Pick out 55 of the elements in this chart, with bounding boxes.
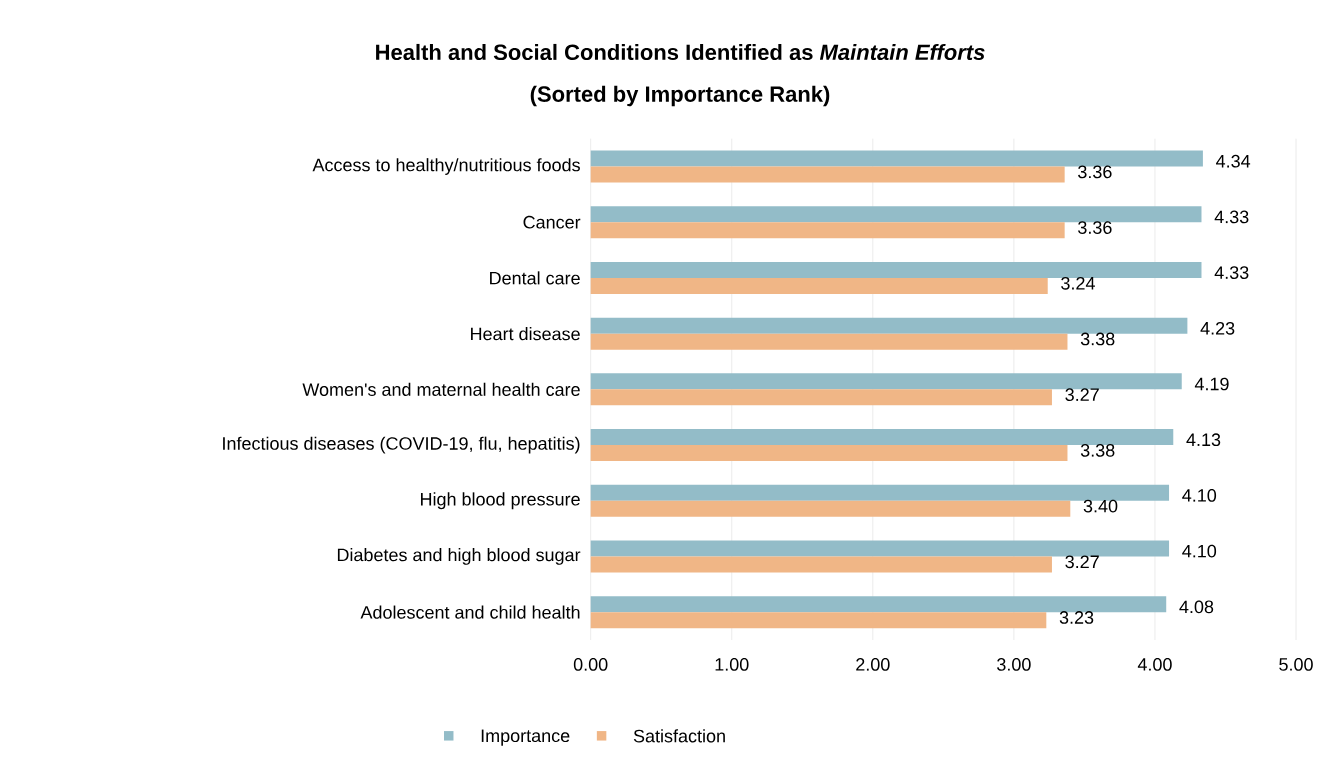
bar [590, 484, 1170, 501]
data-label: 4.13 [1186, 433, 1221, 447]
data-label: 4.10 [1182, 489, 1217, 502]
legend-label: Satisfaction [633, 729, 725, 743]
data-label: 3.27 [1065, 388, 1099, 402]
bar [590, 500, 1071, 517]
data-label: 3.24 [1061, 276, 1095, 290]
y-tick-label: Cancer [523, 215, 581, 229]
data-label: 3.38 [1080, 332, 1115, 346]
bar [590, 556, 1052, 573]
y-tick-label: Heart disease [471, 327, 580, 341]
chart-subtitle: (Sorted by Importance Rank) [530, 85, 830, 107]
x-tick-label: 0.00 [573, 658, 608, 671]
data-label: 3.38 [1080, 444, 1115, 457]
data-label: 3.23 [1059, 611, 1094, 624]
bar [590, 373, 1182, 390]
bar [590, 261, 1202, 278]
data-label: 3.36 [1078, 221, 1112, 234]
data-label: 3.40 [1083, 499, 1118, 513]
bar [590, 429, 1174, 446]
data-label: 4.08 [1179, 600, 1214, 614]
bar [590, 333, 1068, 350]
data-label: 3.27 [1065, 555, 1099, 569]
data-label: 4.33 [1214, 210, 1249, 224]
bar [590, 206, 1202, 223]
x-tick-label: 3.00 [997, 658, 1031, 671]
bar [590, 277, 1048, 294]
bar [590, 150, 1203, 167]
x-tick-label: 2.00 [856, 658, 890, 671]
chart-title: Health and Social Conditions Identified as Maintain Efforts [376, 43, 985, 61]
y-tick-label: Dental care [490, 271, 580, 285]
data-label: 4.10 [1182, 544, 1217, 558]
bar [590, 540, 1170, 557]
y-tick-label: Access to healthy/nutritious foods [312, 158, 580, 175]
bar [590, 445, 1068, 462]
y-tick-label: Women's and maternal health care [302, 382, 580, 396]
y-tick-label: Diabetes and high blood sugar [337, 548, 581, 565]
x-tick-label: 1.00 [715, 658, 749, 671]
data-label: 4.33 [1214, 266, 1249, 279]
bar [590, 596, 1167, 613]
data-label: 4.19 [1194, 377, 1229, 391]
bar [590, 317, 1188, 334]
y-tick-label: Adolescent and child health [360, 605, 580, 619]
data-label: 4.23 [1200, 321, 1235, 335]
x-tick-label: 5.00 [1279, 658, 1313, 671]
data-label: 3.36 [1078, 165, 1112, 179]
bar [590, 612, 1047, 629]
y-tick-label: High blood pressure [421, 492, 580, 510]
data-label: 4.34 [1216, 154, 1251, 168]
x-tick-label: 4.00 [1137, 658, 1172, 671]
legend-label: Importance [481, 729, 570, 746]
bar [590, 166, 1065, 183]
bar [590, 389, 1052, 406]
bar [590, 222, 1065, 239]
y-tick-label: Infectious diseases (COVID-19, flu, hepatitis) [223, 436, 580, 454]
